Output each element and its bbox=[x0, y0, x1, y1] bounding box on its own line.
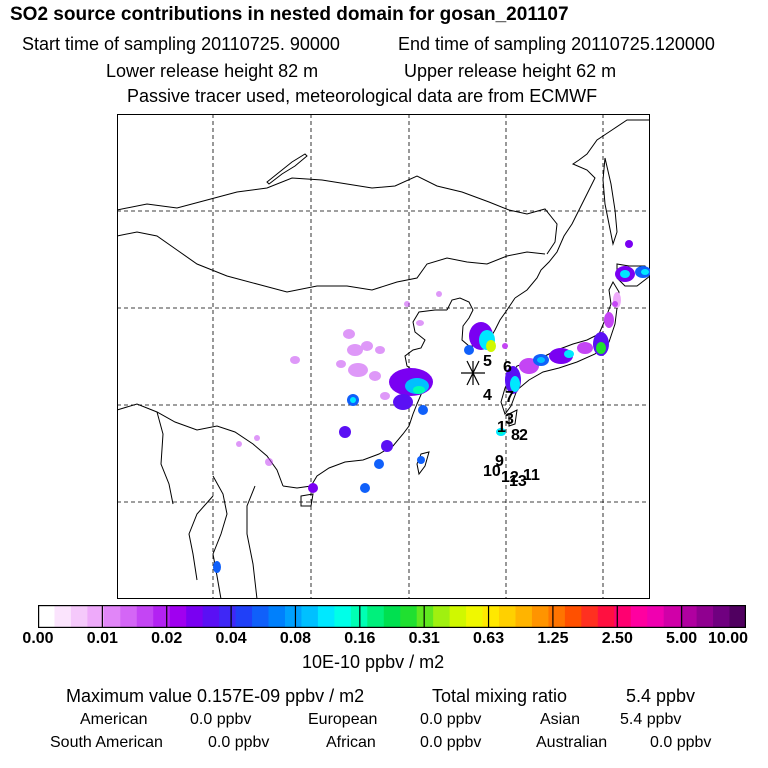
colorbar-swatch bbox=[729, 605, 746, 628]
region-name-european: European bbox=[308, 711, 378, 728]
source-label-6: 6 bbox=[503, 359, 512, 376]
upper-release-height: Upper release height 62 m bbox=[404, 61, 617, 81]
colorbar-swatch bbox=[252, 605, 270, 628]
colorbar-swatch bbox=[597, 605, 615, 628]
source-label-7: 7 bbox=[505, 389, 514, 406]
region-name-african: African bbox=[326, 734, 376, 751]
coastlines bbox=[117, 119, 650, 599]
region-name-american: American bbox=[80, 711, 148, 728]
colorbar-swatch bbox=[268, 605, 286, 628]
colorbar-swatch bbox=[54, 605, 72, 628]
colorbar-swatch bbox=[614, 605, 632, 628]
colorbar-swatch bbox=[581, 605, 599, 628]
colorbar-swatch bbox=[103, 605, 121, 628]
colorbar-swatch bbox=[647, 605, 665, 628]
colorbar-swatch bbox=[680, 605, 698, 628]
region-value-european: 0.0 ppbv bbox=[420, 711, 482, 728]
colorbar-swatch bbox=[87, 605, 105, 628]
source-labels: 5 6 4 7 3 8 2 1 9 10 11 12 13 bbox=[483, 353, 540, 490]
colorbar-tick-label: 0.00 bbox=[22, 630, 54, 647]
colorbar-swatch bbox=[482, 605, 500, 628]
region-value-australian: 0.0 ppbv bbox=[650, 734, 712, 751]
colorbar-tick-label: 0.08 bbox=[279, 630, 312, 647]
colorbar-swatch bbox=[433, 605, 451, 628]
colorbar-swatch bbox=[663, 605, 681, 628]
colorbar-swatch bbox=[564, 605, 582, 628]
colorbar-swatch bbox=[499, 605, 516, 628]
colorbar-swatch bbox=[301, 605, 319, 628]
region-name-asian: Asian bbox=[540, 711, 581, 728]
asterisk-icon bbox=[461, 360, 485, 386]
colorbar-swatch bbox=[531, 605, 549, 628]
colorbar-tick-label: 0.16 bbox=[344, 630, 376, 647]
source-label-4: 4 bbox=[483, 387, 492, 404]
colorbar-swatch bbox=[367, 605, 385, 628]
map-graticule bbox=[117, 114, 650, 599]
colorbar-swatch bbox=[696, 605, 714, 628]
start-time: Start time of sampling 20110725. 90000 bbox=[22, 34, 340, 54]
colorbar-swatch bbox=[449, 605, 467, 628]
concentration-field bbox=[213, 240, 650, 573]
colorbar-tick-label: 0.01 bbox=[86, 630, 118, 647]
total-mixing-value: 5.4 ppbv bbox=[626, 686, 696, 706]
region-name-australian: Australian bbox=[536, 734, 608, 751]
max-value: Maximum value 0.157E-09 ppbv / m2 bbox=[66, 686, 365, 706]
colorbar-swatch bbox=[120, 605, 138, 628]
source-label-13: 13 bbox=[509, 473, 527, 490]
colorbar-tick-label: 5.00 bbox=[666, 630, 698, 647]
region-name-south-american: South American bbox=[50, 734, 163, 751]
colorbar-swatch bbox=[70, 605, 88, 628]
colorbar-swatch bbox=[713, 605, 731, 628]
colorbar-swatch bbox=[284, 605, 302, 628]
map-panel: 5 6 4 7 3 8 2 1 9 10 11 12 13 bbox=[117, 114, 650, 599]
source-label-10: 10 bbox=[483, 463, 501, 480]
colorbar-swatch bbox=[334, 605, 352, 628]
source-label-9: 9 bbox=[495, 453, 504, 470]
source-label-11: 11 bbox=[523, 467, 540, 484]
colorbar-swatch bbox=[548, 605, 566, 628]
colorbar-swatch bbox=[219, 605, 237, 628]
colorbar-swatch bbox=[400, 605, 418, 628]
colorbar-swatch bbox=[630, 605, 648, 628]
colorbar-swatch bbox=[515, 605, 533, 628]
colorbar-swatch bbox=[466, 605, 484, 628]
source-label-1: 1 bbox=[497, 419, 506, 436]
source-label-5: 5 bbox=[483, 353, 492, 370]
colorbar-tick-label: 0.04 bbox=[215, 630, 247, 647]
end-time: End time of sampling 20110725.120000 bbox=[398, 34, 715, 54]
source-label-2: 2 bbox=[519, 427, 528, 444]
source-label-12: 12 bbox=[501, 469, 519, 486]
colorbar-swatch bbox=[383, 605, 401, 628]
colorbar-swatch bbox=[416, 605, 434, 628]
colorbar bbox=[38, 605, 746, 628]
colorbar-tick-label: 0.63 bbox=[472, 630, 505, 647]
colorbar-tick-label: 2.50 bbox=[601, 630, 633, 647]
colorbar-tick-label: 10.00 bbox=[707, 630, 749, 647]
colorbar-swatch bbox=[38, 605, 55, 628]
source-label-3: 3 bbox=[505, 411, 514, 428]
region-value-asian: 5.4 ppbv bbox=[620, 711, 682, 728]
colorbar-frame bbox=[38, 605, 746, 628]
region-value-african: 0.0 ppbv bbox=[420, 734, 482, 751]
colorbar-tick-label: 0.02 bbox=[151, 630, 183, 647]
colorbar-swatch bbox=[202, 605, 220, 628]
colorbar-swatch bbox=[317, 605, 335, 628]
tracer-note: Passive tracer used, meteorological data… bbox=[127, 86, 598, 106]
colorbar-swatch bbox=[169, 605, 187, 628]
colorbar-swatch bbox=[153, 605, 171, 628]
colorbar-swatch bbox=[235, 605, 253, 628]
colorbar-tick-label: 0.31 bbox=[408, 630, 440, 647]
plot-title: SO2 source contributions in nested domai… bbox=[10, 4, 569, 25]
lower-release-height: Lower release height 82 m bbox=[106, 61, 319, 81]
colorbar-tick-label: 1.25 bbox=[537, 630, 569, 647]
source-label-8: 8 bbox=[511, 427, 520, 444]
colorbar-swatch bbox=[136, 605, 154, 628]
colorbar-units: 10E-10 ppbv / m2 bbox=[302, 652, 445, 672]
total-mixing-label: Total mixing ratio bbox=[432, 686, 568, 706]
colorbar-swatch bbox=[186, 605, 204, 628]
region-value-american: 0.0 ppbv bbox=[190, 711, 252, 728]
region-value-south-american: 0.0 ppbv bbox=[208, 734, 270, 751]
